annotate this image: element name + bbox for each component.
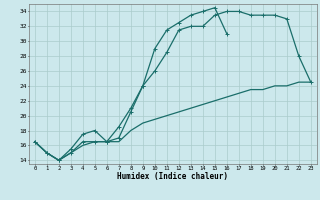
X-axis label: Humidex (Indice chaleur): Humidex (Indice chaleur) [117, 172, 228, 181]
